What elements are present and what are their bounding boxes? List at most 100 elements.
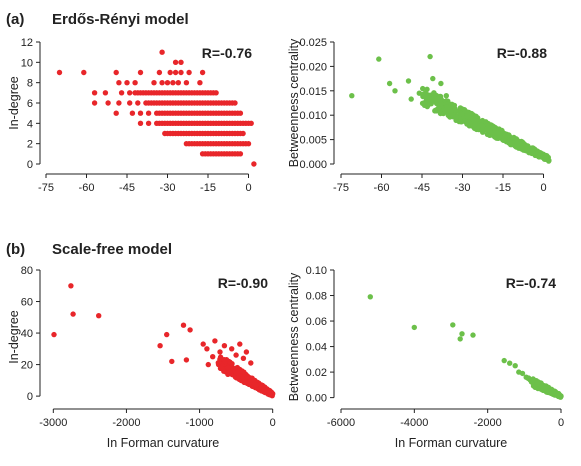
data-point: [187, 327, 193, 333]
y-tick-label: 0.08: [306, 291, 327, 303]
data-point: [484, 121, 491, 127]
data-point: [137, 110, 144, 116]
data-point: [249, 377, 255, 383]
data-point: [213, 90, 219, 96]
panel-b-title: Scale-free model: [52, 241, 172, 258]
data-point: [484, 125, 491, 132]
data-point: [539, 383, 545, 389]
y-tick-label: 0.005: [299, 135, 327, 147]
data-point: [438, 80, 444, 87]
data-point: [408, 96, 414, 102]
chart-er-betweenness: -75 -60 -45 -30 -15 0 0.000 0.005 0.010 0.015 0.02…: [287, 37, 552, 194]
data-point: [91, 100, 98, 106]
data-point: [546, 158, 552, 164]
y-tick-label: 0.06: [306, 316, 327, 328]
data-point: [501, 357, 507, 364]
data-point: [411, 324, 417, 331]
data-point: [248, 360, 254, 366]
data-point: [204, 346, 210, 352]
data-point: [457, 336, 463, 342]
data-point: [466, 109, 472, 116]
data-point: [253, 382, 259, 388]
x-tick-label: -2000: [474, 417, 502, 429]
data-point: [405, 78, 412, 84]
data-point: [105, 100, 111, 106]
data-point: [221, 357, 227, 363]
data-point: [221, 343, 228, 349]
data-point: [145, 120, 152, 127]
data-point: [175, 80, 181, 86]
y-tick-label: 6: [27, 98, 33, 110]
data-point: [229, 346, 235, 352]
y-tick-label: 0: [27, 391, 33, 403]
data-point: [435, 105, 442, 111]
data-point: [199, 69, 206, 76]
data-point: [70, 311, 76, 317]
data-point: [237, 110, 244, 116]
data-point: [127, 90, 133, 96]
data-point: [124, 80, 130, 86]
x-tick-label: -30: [455, 182, 471, 194]
data-point: [212, 338, 218, 344]
data-point: [464, 121, 470, 127]
data-point: [91, 90, 98, 96]
data-point: [514, 142, 520, 148]
data-point: [491, 124, 497, 130]
data-point: [172, 69, 179, 76]
x-tick-label: -45: [414, 182, 430, 194]
data-point: [233, 352, 239, 358]
data-point: [137, 120, 144, 127]
data-point: [118, 90, 125, 96]
y-tick-label: 0.04: [306, 342, 327, 354]
x-tick-label: -15: [495, 182, 511, 194]
data-point: [430, 75, 436, 82]
data-point: [127, 100, 133, 106]
data-point: [186, 69, 192, 76]
data-point: [530, 383, 537, 389]
x-tick-label: 0: [245, 182, 251, 194]
data-point: [157, 343, 163, 349]
y-tick-label: 4: [27, 118, 33, 130]
data-point: [172, 59, 179, 65]
data-point: [68, 283, 74, 289]
data-point: [244, 374, 251, 380]
data-point: [431, 90, 437, 96]
data-point: [251, 161, 257, 167]
data-point: [443, 93, 449, 99]
data-point: [113, 69, 119, 76]
correlation-label: R=-0.90: [218, 275, 268, 291]
data-point: [164, 331, 170, 338]
panel-b-letter: (b): [6, 241, 25, 258]
data-point: [376, 56, 382, 62]
data-point: [507, 360, 513, 366]
data-point: [81, 69, 87, 76]
y-tick-label: 0.000: [299, 159, 327, 171]
data-point: [237, 151, 244, 157]
data-point: [51, 331, 57, 338]
data-point: [419, 100, 426, 107]
data-point: [506, 132, 512, 138]
data-point: [450, 103, 457, 109]
data-point: [514, 136, 520, 143]
data-point: [145, 110, 152, 116]
y-axis-label: In-degree: [7, 76, 21, 130]
x-axis-label: In Forman curvature: [395, 436, 508, 450]
correlation-label: R=-0.88: [497, 45, 547, 61]
data-point: [197, 80, 203, 86]
y-axis-label: Betweenness centrality: [287, 272, 301, 401]
data-point: [536, 150, 543, 156]
correlation-label: R=-0.76: [202, 45, 252, 61]
data-point: [180, 322, 187, 328]
data-point: [386, 80, 393, 87]
data-point: [420, 85, 426, 92]
data-point: [453, 114, 459, 120]
x-axis-label: In Forman curvature: [107, 436, 220, 450]
x-tick-label: -30: [160, 182, 176, 194]
data-point: [200, 341, 206, 347]
data-point: [535, 379, 541, 385]
data-point: [438, 101, 444, 107]
data-point: [225, 365, 231, 371]
data-point: [425, 93, 431, 99]
x-tick-label: -75: [333, 182, 349, 194]
